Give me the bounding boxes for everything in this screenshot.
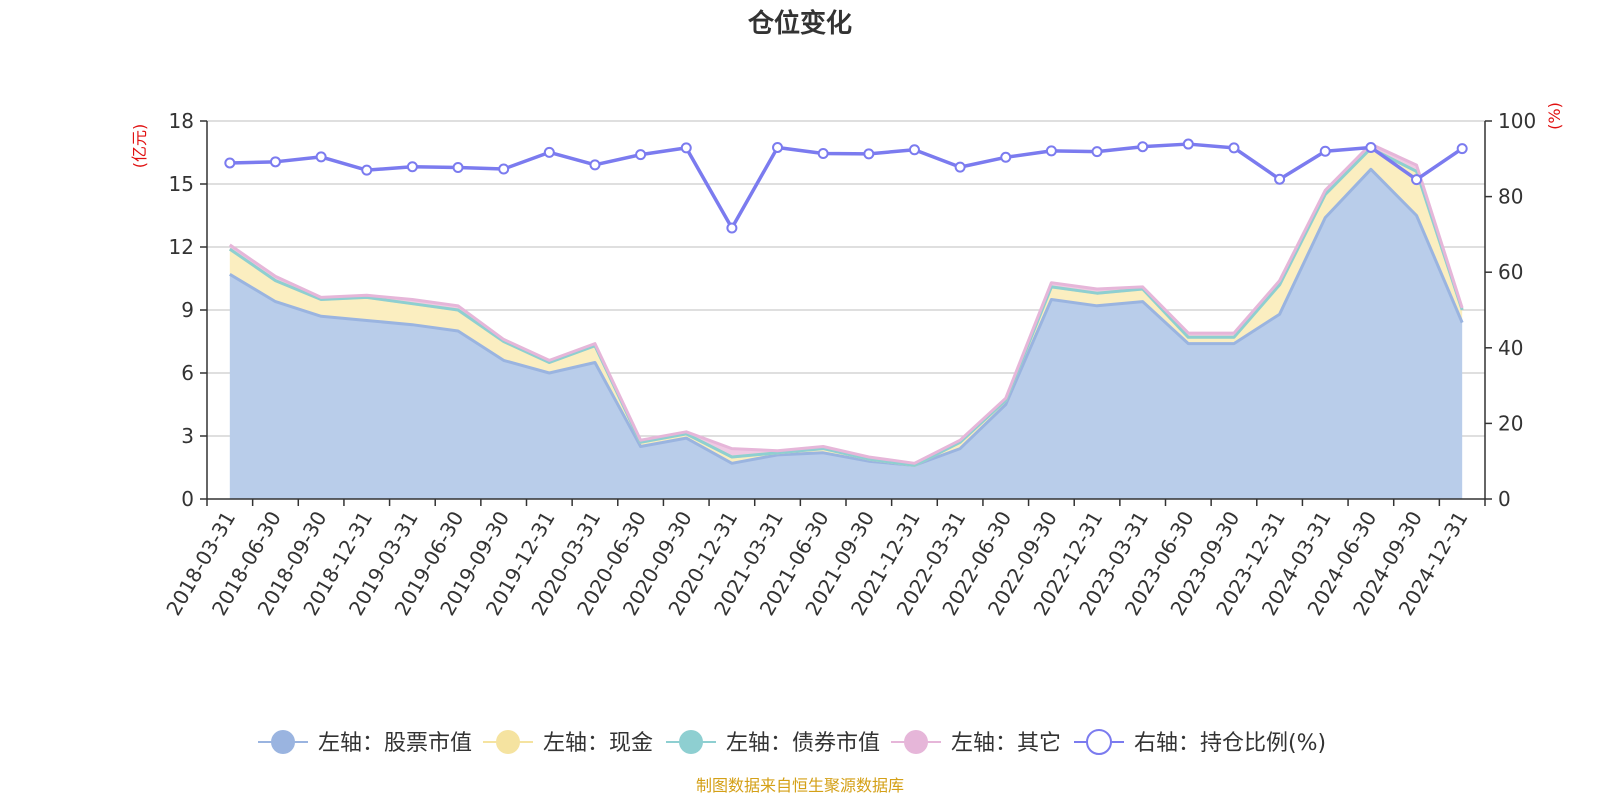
legend-circle-icon bbox=[1086, 729, 1112, 755]
area-layer bbox=[228, 142, 1464, 500]
legend-item-左轴：股票市值: 左轴：股票市值 bbox=[258, 730, 472, 756]
position-ratio-point bbox=[1228, 142, 1240, 154]
legend-circle-icon bbox=[271, 730, 295, 754]
legend-circle-icon bbox=[496, 730, 520, 754]
position-ratio-point bbox=[1045, 145, 1057, 157]
legend-label: 右轴：持仓比例(%) bbox=[1134, 731, 1326, 756]
position-ratio-point bbox=[543, 146, 555, 158]
position-ratio-point bbox=[1411, 174, 1423, 186]
area-edge-左轴：其它 bbox=[228, 142, 1464, 465]
position-ratio-point bbox=[406, 161, 418, 173]
area-edge-左轴：债券市值 bbox=[228, 146, 1464, 467]
left-axis-tick-label: 18 bbox=[169, 109, 194, 133]
right-axis-tick-label: 60 bbox=[1498, 260, 1523, 284]
position-ratio-point bbox=[1091, 146, 1103, 158]
right-axis-tick-label: 100 bbox=[1498, 109, 1536, 133]
position-ratio-point bbox=[772, 141, 784, 153]
legend-circle-icon bbox=[904, 730, 928, 754]
position-ratio-point bbox=[1456, 143, 1468, 155]
left-axis-tick-label: 9 bbox=[181, 298, 194, 322]
legend-item-左轴：债券市值: 左轴：债券市值 bbox=[666, 730, 880, 756]
left-axis-tick-label: 0 bbox=[181, 487, 194, 511]
position-ratio-point bbox=[269, 156, 281, 168]
legend-label: 左轴：其它 bbox=[951, 731, 1061, 756]
right-axis-tick-label: 80 bbox=[1498, 185, 1523, 209]
legend-circle-icon bbox=[679, 730, 703, 754]
line-layer bbox=[224, 138, 1468, 234]
position-ratio-point bbox=[315, 151, 327, 163]
right-axis-tick-label: 40 bbox=[1498, 336, 1523, 360]
position-ratio-point bbox=[908, 144, 920, 156]
left-axis-tick-label: 6 bbox=[181, 361, 194, 385]
left-axis-tick-label: 3 bbox=[181, 424, 194, 448]
position-ratio-point bbox=[954, 161, 966, 173]
position-ratio-point bbox=[1000, 151, 1012, 163]
data-source-note: 制图数据来自恒生聚源数据库 bbox=[696, 776, 904, 795]
legend-label: 左轴：债券市值 bbox=[726, 731, 880, 756]
position-ratio-line bbox=[229, 142, 1464, 230]
legend-item-右轴：持仓比例(%): 右轴：持仓比例(%) bbox=[1074, 729, 1326, 756]
legend-item-左轴：其它: 左轴：其它 bbox=[891, 730, 1061, 756]
position-ratio-point bbox=[589, 159, 601, 171]
legend-item-左轴：现金: 左轴：现金 bbox=[483, 730, 653, 756]
area-左轴：股票市值 bbox=[229, 169, 1463, 500]
left-axis-unit: (亿元) bbox=[130, 124, 149, 169]
legend-label: 左轴：股票市值 bbox=[318, 731, 472, 756]
position-ratio-point bbox=[1365, 141, 1377, 153]
position-ratio-point bbox=[680, 142, 692, 154]
right-axis-tick-label: 20 bbox=[1498, 411, 1523, 435]
position-ratio-point bbox=[1319, 145, 1331, 157]
area-edge-左轴：股票市值 bbox=[229, 167, 1464, 467]
position-ratio-point bbox=[224, 157, 236, 169]
position-ratio-point bbox=[817, 148, 829, 160]
position-ratio-point bbox=[1274, 173, 1286, 185]
left-axis-tick-label: 12 bbox=[169, 235, 194, 259]
legend: 左轴：股票市值 左轴：现金 左轴：债券市值 左轴：其它 右轴：持仓比例(%) bbox=[258, 729, 1326, 756]
position-ratio-point bbox=[863, 148, 875, 160]
chart-title: 仓位变化 bbox=[747, 8, 852, 39]
position-ratio-point bbox=[498, 163, 510, 175]
right-axis-tick-label: 0 bbox=[1498, 487, 1511, 511]
legend-label: 左轴：现金 bbox=[543, 731, 653, 756]
position-ratio-point bbox=[1137, 141, 1149, 153]
position-ratio-point bbox=[361, 164, 373, 176]
position-ratio-point bbox=[726, 222, 738, 234]
position-ratio-point bbox=[635, 149, 647, 161]
right-axis-unit: (%) bbox=[1545, 102, 1564, 130]
position-ratio-point bbox=[1182, 138, 1194, 150]
position-ratio-point bbox=[452, 161, 464, 173]
left-axis-tick-label: 15 bbox=[169, 172, 194, 196]
